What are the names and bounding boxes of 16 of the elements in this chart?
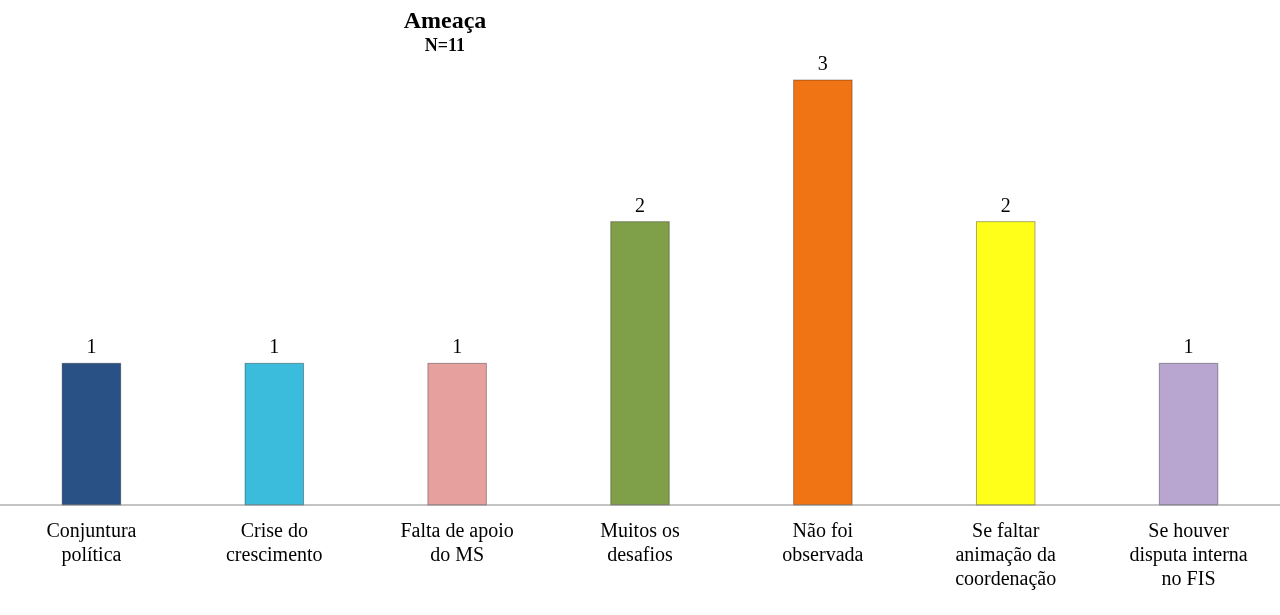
x-tick-label: Crise do crescimento: [225, 519, 323, 565]
chart-subtitle: N=11: [424, 35, 466, 55]
x-tick-label: Se houver disputa interna no FIS: [1129, 519, 1248, 589]
data-label: 1: [452, 335, 463, 358]
x-tick-label: Conjuntura política: [46, 519, 137, 566]
x-tick-label: Se faltar animação da coordenação: [955, 519, 1057, 590]
x-tick-label: Não foi observada: [782, 519, 864, 565]
data-label: 1: [269, 335, 280, 358]
data-label: 1: [1183, 335, 1194, 358]
chart-title: Ameaça: [403, 7, 487, 33]
data-label: 3: [817, 52, 828, 74]
x-tick-label: Falta de apoio do MS: [400, 519, 514, 565]
data-label: 1: [86, 335, 97, 358]
x-tick-label: Muitos os desafios: [600, 519, 680, 565]
data-label: 2: [635, 193, 645, 216]
data-label: 2: [1000, 193, 1011, 216]
